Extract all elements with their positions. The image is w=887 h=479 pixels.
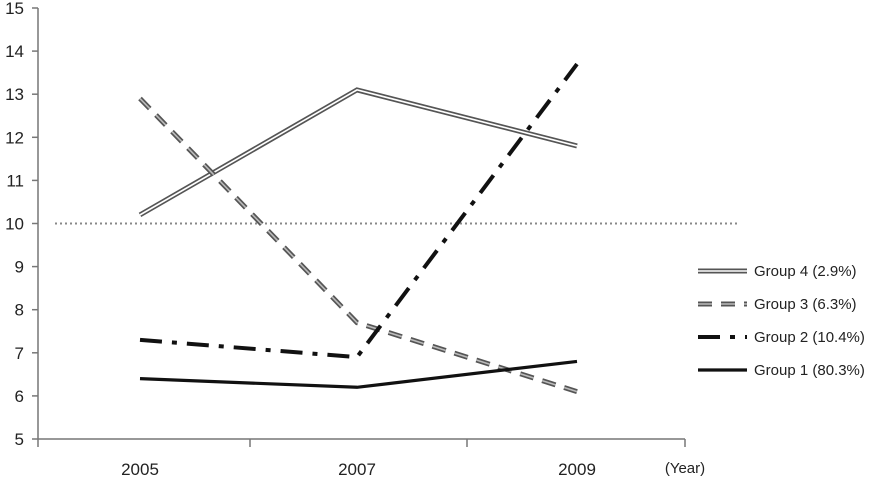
- y-tick-label: 12: [5, 128, 24, 147]
- y-tick-label: 11: [6, 171, 24, 190]
- axes: [32, 7, 686, 447]
- legend-item: Group 4 (2.9%): [698, 263, 857, 280]
- series-3: [139, 62, 579, 360]
- x-axis-label: (Year): [665, 460, 705, 477]
- series-line-inner: [139, 97, 578, 393]
- series-line: [139, 359, 578, 389]
- y-tick-label: 14: [5, 42, 24, 61]
- y-tick-label: 8: [15, 301, 24, 320]
- legend-label: Group 3 (6.3%): [754, 296, 857, 313]
- legend-item: Group 1 (80.3%): [698, 362, 865, 379]
- x-tick-label: 2005: [121, 460, 159, 479]
- y-tick-label: 9: [15, 258, 24, 277]
- y-tick-label: 6: [15, 387, 24, 406]
- legend-label: Group 4 (2.9%): [754, 263, 857, 280]
- x-tick-label: 2007: [338, 460, 376, 479]
- legend-item: Group 2 (10.4%): [698, 329, 865, 346]
- legend: Group 4 (2.9%) Group 3 (6.3%) Group 2 (10.…: [698, 263, 865, 379]
- y-tick-label: 15: [5, 0, 24, 18]
- legend-item: Group 3 (6.3%): [698, 296, 857, 313]
- series-line: [139, 62, 579, 360]
- y-tick-label: 5: [15, 430, 24, 449]
- legend-label: Group 2 (10.4%): [754, 329, 865, 346]
- x-tick-label: 2009: [558, 460, 596, 479]
- x-tick-labels: 2005 2007 2009: [121, 460, 596, 479]
- series-lines: [138, 62, 579, 394]
- y-tick-label: 10: [5, 215, 24, 234]
- y-tick-labels: 5 6 7 8 9 10 11 12 13 14 15: [5, 0, 24, 449]
- y-tick-label: 7: [15, 344, 24, 363]
- y-tick-label: 13: [5, 85, 24, 104]
- series-line: [138, 96, 578, 394]
- series-4: [139, 359, 578, 389]
- series-2: [138, 96, 578, 394]
- legend-label: Group 1 (80.3%): [754, 362, 865, 379]
